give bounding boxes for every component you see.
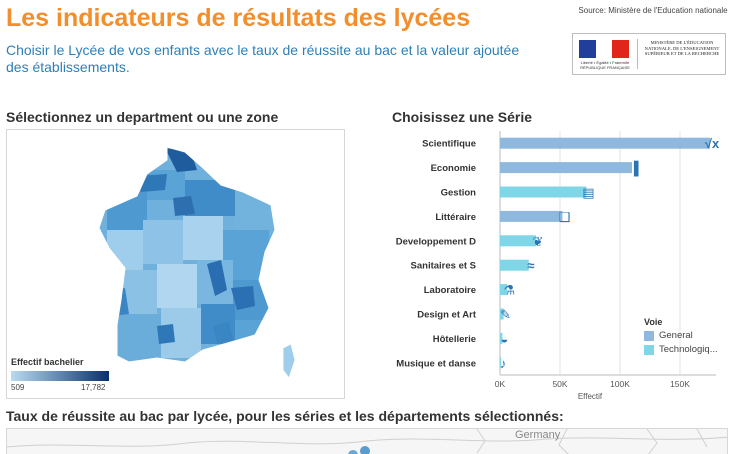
bar-developpement-d[interactable]	[500, 235, 536, 247]
category-label[interactable]: Developpement D	[396, 236, 476, 247]
music-icon: ♪	[500, 356, 507, 371]
category-label[interactable]: Littéraire	[435, 212, 476, 223]
europe-map-svg[interactable]	[7, 429, 728, 454]
bar-sanitaires-et-s[interactable]	[500, 259, 529, 271]
x-tick-label: 150K	[670, 379, 690, 389]
map-legend-gradient	[11, 371, 109, 381]
category-label[interactable]: Sanitaires et S	[411, 261, 476, 272]
palette-icon: ✎	[500, 307, 511, 322]
serie-chart[interactable]: 0K 50K 100K 150K Effectif Scientifique √x Econo…	[392, 129, 728, 401]
french-flag-icon	[579, 40, 630, 58]
category-label[interactable]: Scientifique	[422, 139, 476, 150]
category-label[interactable]: Gestion	[441, 188, 477, 199]
bar-chart-person-icon: ▐	[629, 161, 639, 177]
x-tick-label: 100K	[610, 379, 630, 389]
x-tick-label: 0K	[495, 379, 506, 389]
logo-ministry-text: Ministère de l'Éducation nationale, de l…	[644, 40, 720, 57]
lycee-point[interactable]	[348, 450, 358, 454]
map-legend-title: Effectif bachelier	[11, 357, 84, 367]
voie-legend[interactable]: Voie General Technologiq...	[644, 317, 728, 358]
corsica-region[interactable]	[282, 343, 296, 379]
bar-laboratoire[interactable]	[500, 284, 508, 296]
department-map[interactable]: Effectif bachelier 509 17,782	[6, 129, 345, 399]
map-legend-max: 17,782	[81, 383, 106, 392]
country-label-germany: Germany	[515, 429, 561, 441]
bar-gestion[interactable]	[500, 186, 587, 198]
microscope-icon: ⚗	[503, 283, 515, 298]
chart-heading: Choisissez une Série	[392, 109, 533, 125]
bar-musique-et-danse[interactable]	[500, 357, 502, 369]
ministry-logo: Liberté • Égalité • Fraternité RÉPUBLIQUE…	[572, 33, 726, 75]
x-tick-label: 50K	[552, 379, 567, 389]
category-label[interactable]: Laboratoire	[424, 285, 476, 296]
bar-h-tellerie[interactable]	[500, 332, 503, 344]
dna-icon: ≈	[527, 258, 534, 273]
lycee-results-map[interactable]: Germany	[6, 428, 728, 454]
source-note: Source: Ministère de l'Education nationa…	[578, 6, 728, 15]
calculator-icon: ▤	[582, 185, 594, 200]
bar-scientifique[interactable]	[500, 137, 710, 149]
map-heading: Sélectionnez un department ou une zone	[6, 109, 279, 125]
category-label[interactable]: Hôtellerie	[433, 334, 476, 345]
dashboard-title: Les indicateurs de résultats des lycées	[6, 4, 471, 32]
bar-economie[interactable]	[500, 162, 632, 174]
legend-label-general: General	[659, 330, 693, 341]
category-label[interactable]: Musique et danse	[396, 358, 476, 369]
dashboard-subtitle: Choisir le Lycée de vos enfants avec le …	[6, 42, 520, 75]
x-axis-title: Effectif	[578, 392, 603, 401]
bar-design-et-art[interactable]	[500, 308, 504, 320]
france-map-svg[interactable]	[7, 130, 346, 400]
voie-legend-title: Voie	[644, 317, 663, 327]
lycee-point[interactable]	[360, 446, 370, 454]
legend-swatch-technologique	[644, 344, 654, 355]
leaf-icon: ❦	[533, 234, 544, 249]
legend-item-general[interactable]: General	[644, 330, 728, 341]
legend-swatch-general	[644, 330, 654, 341]
category-label[interactable]: Economie	[431, 163, 476, 174]
cloche-icon: ◒	[500, 331, 508, 346]
legend-label-technologique: Technologiq...	[659, 344, 718, 355]
results-heading: Taux de réussite au bac par lycée, pour …	[6, 408, 564, 424]
logo-divider	[637, 39, 638, 69]
sqrt-x-icon: √x	[705, 136, 720, 151]
bar-litt-raire[interactable]	[500, 210, 563, 222]
france-outline	[98, 146, 276, 363]
legend-item-technologique[interactable]: Technologiq...	[644, 344, 728, 355]
logo-republic-text: Liberté • Égalité • Fraternité RÉPUBLIQUE…	[580, 60, 630, 70]
category-label[interactable]: Design et Art	[417, 310, 477, 321]
open-book-icon: ❑	[559, 209, 571, 224]
map-legend-min: 509	[11, 383, 25, 392]
serie-bar-chart-svg[interactable]: 0K 50K 100K 150K Effectif Scientifique √x Econo…	[392, 129, 728, 401]
